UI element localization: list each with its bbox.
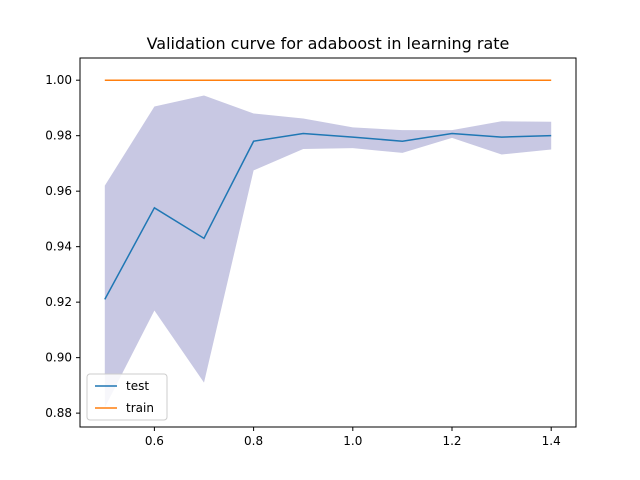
x-tick-label: 0.8 <box>244 434 263 448</box>
x-tick-label: 1.2 <box>442 434 461 448</box>
x-tick-label: 0.6 <box>145 434 164 448</box>
legend: test train <box>86 373 168 421</box>
series-line-test <box>104 132 552 300</box>
series-lines <box>104 79 552 300</box>
x-tick-label: 1.0 <box>343 434 362 448</box>
confidence-bands <box>104 95 552 408</box>
band-test <box>104 95 552 408</box>
legend-label-train: train <box>126 401 154 415</box>
chart-title: Validation curve for adaboost in learnin… <box>147 34 510 53</box>
y-tick-label: 1.00 <box>45 73 72 87</box>
x-axis: 0.6 0.8 1.0 1.2 1.4 <box>145 427 561 448</box>
y-tick-label: 0.98 <box>45 129 72 143</box>
y-tick-label: 0.92 <box>45 295 72 309</box>
y-tick-label: 0.96 <box>45 184 72 198</box>
legend-label-test: test <box>126 379 149 393</box>
y-tick-label: 0.88 <box>45 406 72 420</box>
y-tick-label: 0.94 <box>45 240 72 254</box>
plot-frame <box>79 57 577 428</box>
y-axis: 0.88 0.90 0.92 0.94 0.96 0.98 1.00 <box>45 73 80 420</box>
y-tick-label: 0.90 <box>45 351 72 365</box>
x-tick-label: 1.4 <box>542 434 561 448</box>
